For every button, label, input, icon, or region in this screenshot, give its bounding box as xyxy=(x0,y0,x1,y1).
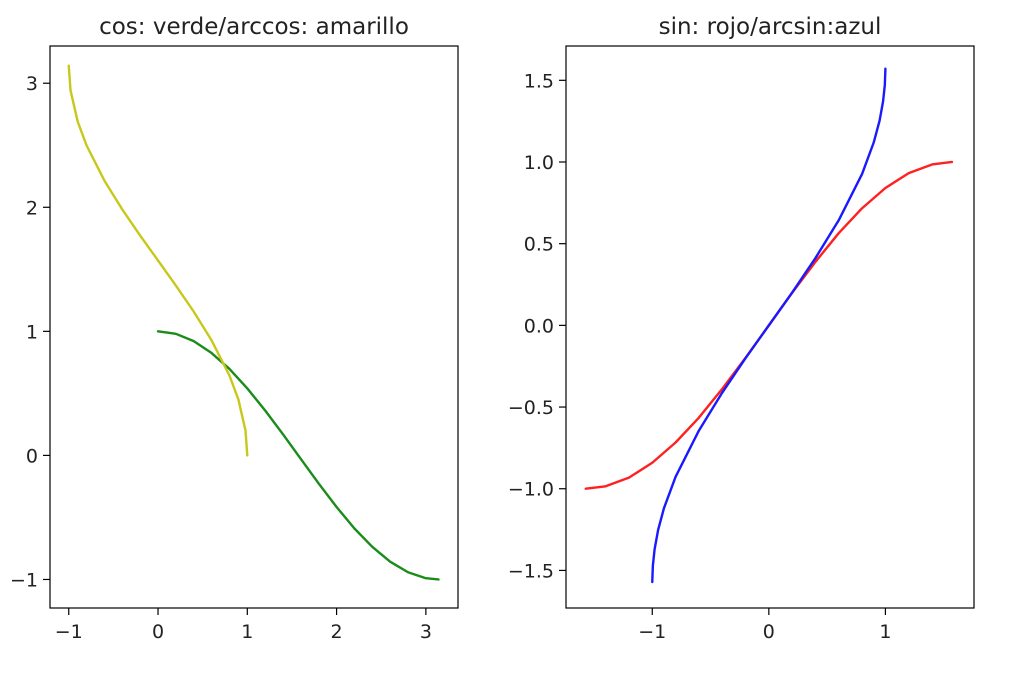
plot-frame xyxy=(49,45,459,609)
plot-frame xyxy=(565,45,975,609)
y-tick-label: 1 xyxy=(26,321,38,343)
chart-title: cos: verde/arccos: amarillo xyxy=(99,14,409,40)
chart-title: sin: rojo/arcsin:azul xyxy=(659,14,882,40)
y-tick-label: 1.5 xyxy=(524,70,554,92)
y-tick-label: −0.5 xyxy=(508,397,554,419)
y-tick-label: 1.0 xyxy=(524,152,554,174)
series-line-1 xyxy=(651,67,887,584)
y-tick-label: 0.5 xyxy=(524,234,554,256)
y-tick-label: −1 xyxy=(10,569,38,591)
x-tick-label: −1 xyxy=(638,621,666,643)
x-tick-label: 0 xyxy=(763,621,775,643)
y-tick-label: −1.5 xyxy=(508,560,554,582)
y-tick-label: 0.0 xyxy=(524,315,554,337)
series-line-1 xyxy=(67,64,249,457)
y-tick-label: 2 xyxy=(26,197,38,219)
x-tick-label: −1 xyxy=(55,621,83,643)
y-tick-label: 0 xyxy=(26,445,38,467)
subplot-sin-arcsin: sin: rojo/arcsin:azul −1 0 1 −1.5 −1.0 −0.5 0.… xyxy=(508,14,975,643)
y-tick-label: −1.0 xyxy=(508,479,554,501)
x-tick-label: 3 xyxy=(420,621,432,643)
x-tick-label: 1 xyxy=(879,621,891,643)
x-tick-label: 1 xyxy=(241,621,253,643)
x-tick-label: 2 xyxy=(331,621,343,643)
x-tick-label: 0 xyxy=(152,621,164,643)
subplot-cos-arccos: cos: verde/arccos: amarillo −1 0 1 2 3 −1 0 1 2 3 xyxy=(10,14,459,643)
y-tick-label: 3 xyxy=(26,73,38,95)
series-line-0 xyxy=(156,330,440,581)
